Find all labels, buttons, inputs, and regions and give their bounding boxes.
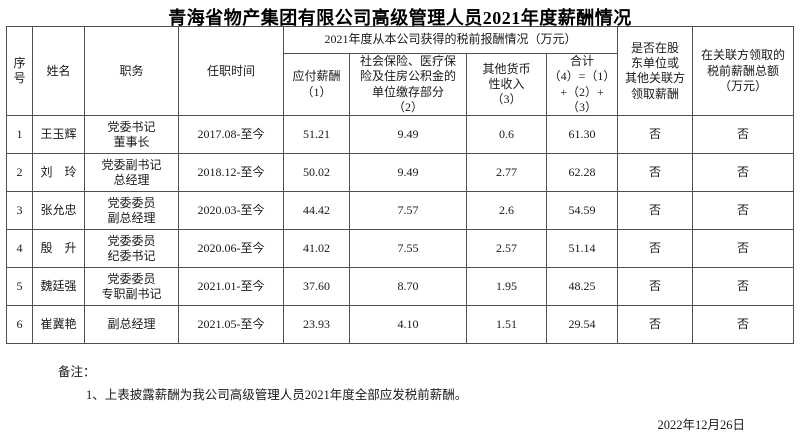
cell-name: 刘 玲 bbox=[32, 153, 85, 193]
cell-related-party-pay: 否 bbox=[617, 267, 694, 307]
cell-related-party-pay: 否 bbox=[617, 305, 694, 345]
cell-other-income: 0.6 bbox=[466, 115, 547, 155]
col-header-name: 姓名 bbox=[32, 25, 85, 117]
cell-index: 5 bbox=[6, 267, 33, 307]
cell-index: 6 bbox=[6, 305, 33, 345]
cell-total: 61.30 bbox=[545, 115, 619, 155]
cell-position: 副总经理 bbox=[84, 305, 179, 345]
cell-payable: 41.02 bbox=[283, 229, 350, 269]
col-header-payable: 应付薪酬 （1） bbox=[283, 52, 350, 117]
cell-payable: 37.60 bbox=[283, 267, 350, 307]
cell-total: 62.28 bbox=[545, 153, 619, 193]
cell-insurance: 9.49 bbox=[349, 153, 467, 193]
cell-related-party-amount: 否 bbox=[692, 305, 795, 345]
cell-tenure: 2017.08-至今 bbox=[178, 115, 284, 155]
cell-related-party-pay: 否 bbox=[617, 115, 694, 155]
cell-insurance: 7.55 bbox=[349, 229, 467, 269]
cell-total: 51.14 bbox=[545, 229, 619, 269]
cell-total: 48.25 bbox=[545, 267, 619, 307]
col-header-tenure: 任职时间 bbox=[178, 25, 284, 117]
table-row: 1 王玉辉 党委书记 董事长 2017.08-至今 51.21 9.49 0.6… bbox=[6, 115, 795, 155]
cell-index: 3 bbox=[6, 191, 33, 231]
col-header-insurance: 社会保险、医疗保 险及住房公积金的 单位缴存部分 （2） bbox=[349, 52, 467, 117]
cell-related-party-pay: 否 bbox=[617, 229, 694, 269]
table-row: 6 崔冀艳 副总经理 2021.05-至今 23.93 4.10 1.51 29… bbox=[6, 305, 795, 345]
notes-section: 备注： 1、上表披露薪酬为我公司高级管理人员2021年度全部应发税前薪酬。 bbox=[58, 361, 800, 403]
cell-other-income: 2.6 bbox=[466, 191, 547, 231]
cell-related-party-pay: 否 bbox=[617, 191, 694, 231]
cell-other-income: 2.77 bbox=[466, 153, 547, 193]
col-header-related-party-amount: 在关联方领取的 税前薪酬总额 （万元） bbox=[692, 25, 795, 117]
cell-other-income: 1.51 bbox=[466, 305, 547, 345]
cell-name: 殷 升 bbox=[32, 229, 85, 269]
table-row: 4 殷 升 党委委员 纪委书记 2020.06-至今 41.02 7.55 2.… bbox=[6, 229, 795, 269]
cell-related-party-amount: 否 bbox=[692, 153, 795, 193]
table-row: 5 魏廷强 党委委员 专职副书记 2021.01-至今 37.60 8.70 1… bbox=[6, 267, 795, 307]
cell-tenure: 2020.03-至今 bbox=[178, 191, 284, 231]
cell-position: 党委书记 董事长 bbox=[84, 115, 179, 155]
cell-name: 崔冀艳 bbox=[32, 305, 85, 345]
cell-insurance: 8.70 bbox=[349, 267, 467, 307]
group-header-pretax-compensation: 2021年度从本公司获得的税前报酬情况（万元） bbox=[282, 26, 619, 54]
cell-tenure: 2018.12-至今 bbox=[178, 153, 284, 193]
cell-other-income: 2.57 bbox=[466, 229, 547, 269]
cell-total: 29.54 bbox=[545, 305, 619, 345]
cell-position: 党委委员 副总经理 bbox=[84, 191, 179, 231]
cell-payable: 51.21 bbox=[283, 115, 350, 155]
table-row: 2 刘 玲 党委副书记 总经理 2018.12-至今 50.02 9.49 2.… bbox=[6, 153, 795, 193]
col-header-position: 职务 bbox=[84, 25, 179, 117]
page-title: 青海省物产集团有限公司高级管理人员2021年度薪酬情况 bbox=[168, 8, 632, 28]
cell-tenure: 2021.01-至今 bbox=[178, 267, 284, 307]
cell-name: 魏廷强 bbox=[32, 267, 85, 307]
cell-index: 2 bbox=[6, 153, 33, 193]
cell-other-income: 1.95 bbox=[466, 267, 547, 307]
cell-tenure: 2020.06-至今 bbox=[178, 229, 284, 269]
cell-insurance: 4.10 bbox=[349, 305, 467, 345]
cell-insurance: 9.49 bbox=[349, 115, 467, 155]
note-item: 1、上表披露薪酬为我公司高级管理人员2021年度全部应发税前薪酬。 bbox=[86, 388, 468, 403]
cell-related-party-amount: 否 bbox=[692, 267, 795, 307]
table-row: 3 张允忠 党委委员 副总经理 2020.03-至今 44.42 7.57 2.… bbox=[6, 191, 795, 231]
cell-payable: 23.93 bbox=[283, 305, 350, 345]
cell-name: 王玉辉 bbox=[32, 115, 85, 155]
compensation-table: 序 号 姓名 职务 任职时间 2021年度从本公司获得的税前报酬情况（万元） 是… bbox=[6, 25, 795, 345]
cell-name: 张允忠 bbox=[32, 191, 85, 231]
col-header-index: 序 号 bbox=[6, 25, 33, 117]
cell-insurance: 7.57 bbox=[349, 191, 467, 231]
cell-tenure: 2021.05-至今 bbox=[178, 305, 284, 345]
col-header-other-income: 其他货币 性收入 （3） bbox=[466, 52, 547, 117]
cell-payable: 44.42 bbox=[283, 191, 350, 231]
cell-index: 1 bbox=[6, 115, 33, 155]
cell-position: 党委委员 纪委书记 bbox=[84, 229, 179, 269]
cell-related-party-amount: 否 bbox=[692, 191, 795, 231]
header-row-sub: 应付薪酬 （1） 社会保险、医疗保 险及住房公积金的 单位缴存部分 （2） 其他… bbox=[7, 52, 794, 117]
col-header-total: 合计 （4）=（1） +（2）+ （3） bbox=[545, 52, 619, 117]
cell-total: 54.59 bbox=[545, 191, 619, 231]
cell-related-party-amount: 否 bbox=[692, 115, 795, 155]
cell-related-party-pay: 否 bbox=[617, 153, 694, 193]
notes-label: 备注： bbox=[58, 365, 96, 380]
cell-payable: 50.02 bbox=[283, 153, 350, 193]
cell-index: 4 bbox=[6, 229, 33, 269]
col-header-related-party-pay: 是否在股 东单位或 其他关联方 领取薪酬 bbox=[617, 25, 694, 117]
header-row-group: 序 号 姓名 职务 任职时间 2021年度从本公司获得的税前报酬情况（万元） 是… bbox=[6, 25, 795, 117]
report-date: 2022年12月26日 bbox=[657, 418, 745, 433]
cell-position: 党委委员 专职副书记 bbox=[84, 267, 179, 307]
cell-related-party-amount: 否 bbox=[692, 229, 795, 269]
cell-position: 党委副书记 总经理 bbox=[84, 153, 179, 193]
